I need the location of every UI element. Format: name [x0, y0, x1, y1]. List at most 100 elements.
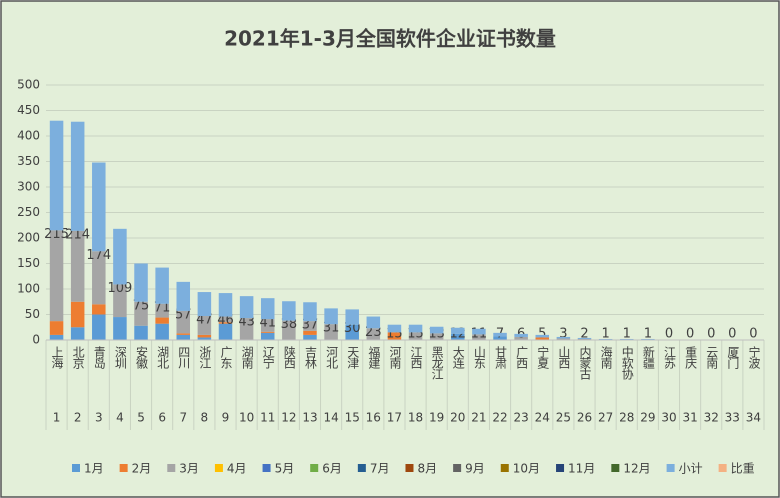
- bar-segment: [70, 230, 85, 302]
- bar-segment: [577, 338, 592, 340]
- data-label: 38: [281, 317, 298, 332]
- bar-segment: [556, 336, 571, 339]
- x-group-label: 13: [302, 411, 317, 425]
- bar-segment: [366, 316, 381, 329]
- x-group-label: 34: [746, 411, 761, 425]
- legend-swatch: [453, 464, 462, 472]
- bar-segment: [472, 328, 486, 335]
- bar-segment: [113, 228, 127, 285]
- x-group-label: 18: [408, 411, 423, 425]
- legend-swatch: [500, 464, 509, 472]
- legend-swatch: [119, 464, 128, 472]
- x-group-label: 16: [366, 411, 381, 425]
- x-tick-label: 江苏: [662, 346, 676, 369]
- bar-segment: [282, 320, 296, 340]
- bar-segment: [155, 303, 169, 318]
- data-label: 31: [323, 321, 340, 336]
- bar-segment: [303, 321, 317, 331]
- x-group-label: 12: [281, 411, 296, 425]
- x-group-label: 20: [450, 411, 465, 425]
- bar-segment: [282, 301, 296, 321]
- x-group-label: 32: [704, 411, 719, 425]
- x-tick-label: 浙江: [198, 346, 212, 369]
- data-label: 23: [365, 325, 382, 340]
- bar-segment: [92, 314, 106, 340]
- bar-segment: [92, 251, 106, 305]
- bar-segment: [345, 309, 359, 325]
- bar-segment: [70, 301, 85, 328]
- bar-segment: [324, 308, 338, 325]
- bar-segment: [303, 302, 317, 322]
- bar-segment: [451, 333, 465, 340]
- legend-label: 4月: [227, 462, 247, 476]
- x-tick-label: 广东: [219, 346, 233, 369]
- bar-segment: [92, 304, 106, 315]
- bar-segment: [197, 337, 212, 340]
- x-tick-label: 宁夏: [536, 345, 550, 369]
- bar-segment: [387, 332, 402, 340]
- bar-segment: [345, 324, 359, 340]
- bar-segment: [49, 334, 64, 340]
- x-tick-label: 上海: [50, 346, 64, 369]
- x-tick-label: 安徽: [135, 345, 149, 369]
- x-tick-label: 吉林: [303, 346, 317, 369]
- y-tick-label: 50: [25, 307, 40, 321]
- data-label: 43: [238, 315, 255, 330]
- x-group-label: 5: [137, 411, 145, 425]
- bar-segment: [155, 323, 169, 340]
- x-group-label: 33: [725, 411, 740, 425]
- legend-swatch: [357, 464, 366, 472]
- bar-segment: [70, 327, 85, 340]
- legend-label: 1月: [84, 462, 104, 476]
- bar-segment: [218, 293, 233, 317]
- data-label: 5: [538, 327, 546, 342]
- legend-label: 比重: [731, 462, 755, 476]
- bar-segment: [197, 334, 212, 338]
- x-group-label: 28: [619, 411, 634, 425]
- bar-segment: [176, 333, 191, 335]
- bar-segment: [514, 336, 528, 340]
- data-label: 41: [259, 316, 276, 331]
- legend-label: 11月: [568, 462, 595, 476]
- legend-label: 3月: [179, 462, 199, 476]
- x-group-label: 11: [260, 411, 275, 425]
- x-tick-label: 山西: [557, 346, 571, 369]
- x-group-label: 30: [661, 411, 676, 425]
- x-tick-label: 大连: [451, 346, 465, 370]
- y-tick-label: 400: [17, 129, 40, 143]
- data-label: 109: [107, 281, 132, 296]
- data-label: 0: [749, 327, 757, 342]
- legend-label: 6月: [322, 462, 342, 476]
- x-group-label: 21: [471, 411, 486, 425]
- legend-label: 8月: [417, 462, 437, 476]
- x-tick-label: 四川: [177, 346, 191, 369]
- legend-swatch: [214, 464, 223, 472]
- legend-label: 10月: [513, 462, 540, 476]
- legend-swatch: [718, 464, 727, 472]
- legend-label: 2月: [132, 462, 152, 476]
- bar-segment: [408, 332, 423, 340]
- bar-segment: [366, 328, 381, 340]
- y-tick-label: 500: [17, 78, 40, 92]
- bar-segment: [387, 324, 402, 333]
- y-tick-label: 150: [17, 256, 40, 270]
- legend-swatch: [72, 464, 80, 472]
- data-label: 46: [217, 313, 234, 328]
- x-group-label: 8: [201, 411, 209, 425]
- data-label: 2: [580, 327, 588, 342]
- bar-segment: [155, 317, 169, 324]
- bar-segment: [49, 230, 64, 322]
- legend-swatch: [167, 464, 176, 472]
- bar-segment: [113, 284, 127, 318]
- bar-segment: [535, 334, 550, 338]
- x-tick-label: 陕西: [282, 345, 296, 369]
- y-tick-label: 350: [17, 154, 40, 168]
- bar-segment: [303, 330, 317, 335]
- legend-swatch: [405, 464, 414, 472]
- x-tick-label: 广西: [515, 346, 529, 369]
- data-label: 57: [175, 307, 192, 322]
- bar-segment: [70, 121, 85, 231]
- x-group-label: 1: [53, 411, 61, 425]
- bar-segment: [134, 263, 148, 302]
